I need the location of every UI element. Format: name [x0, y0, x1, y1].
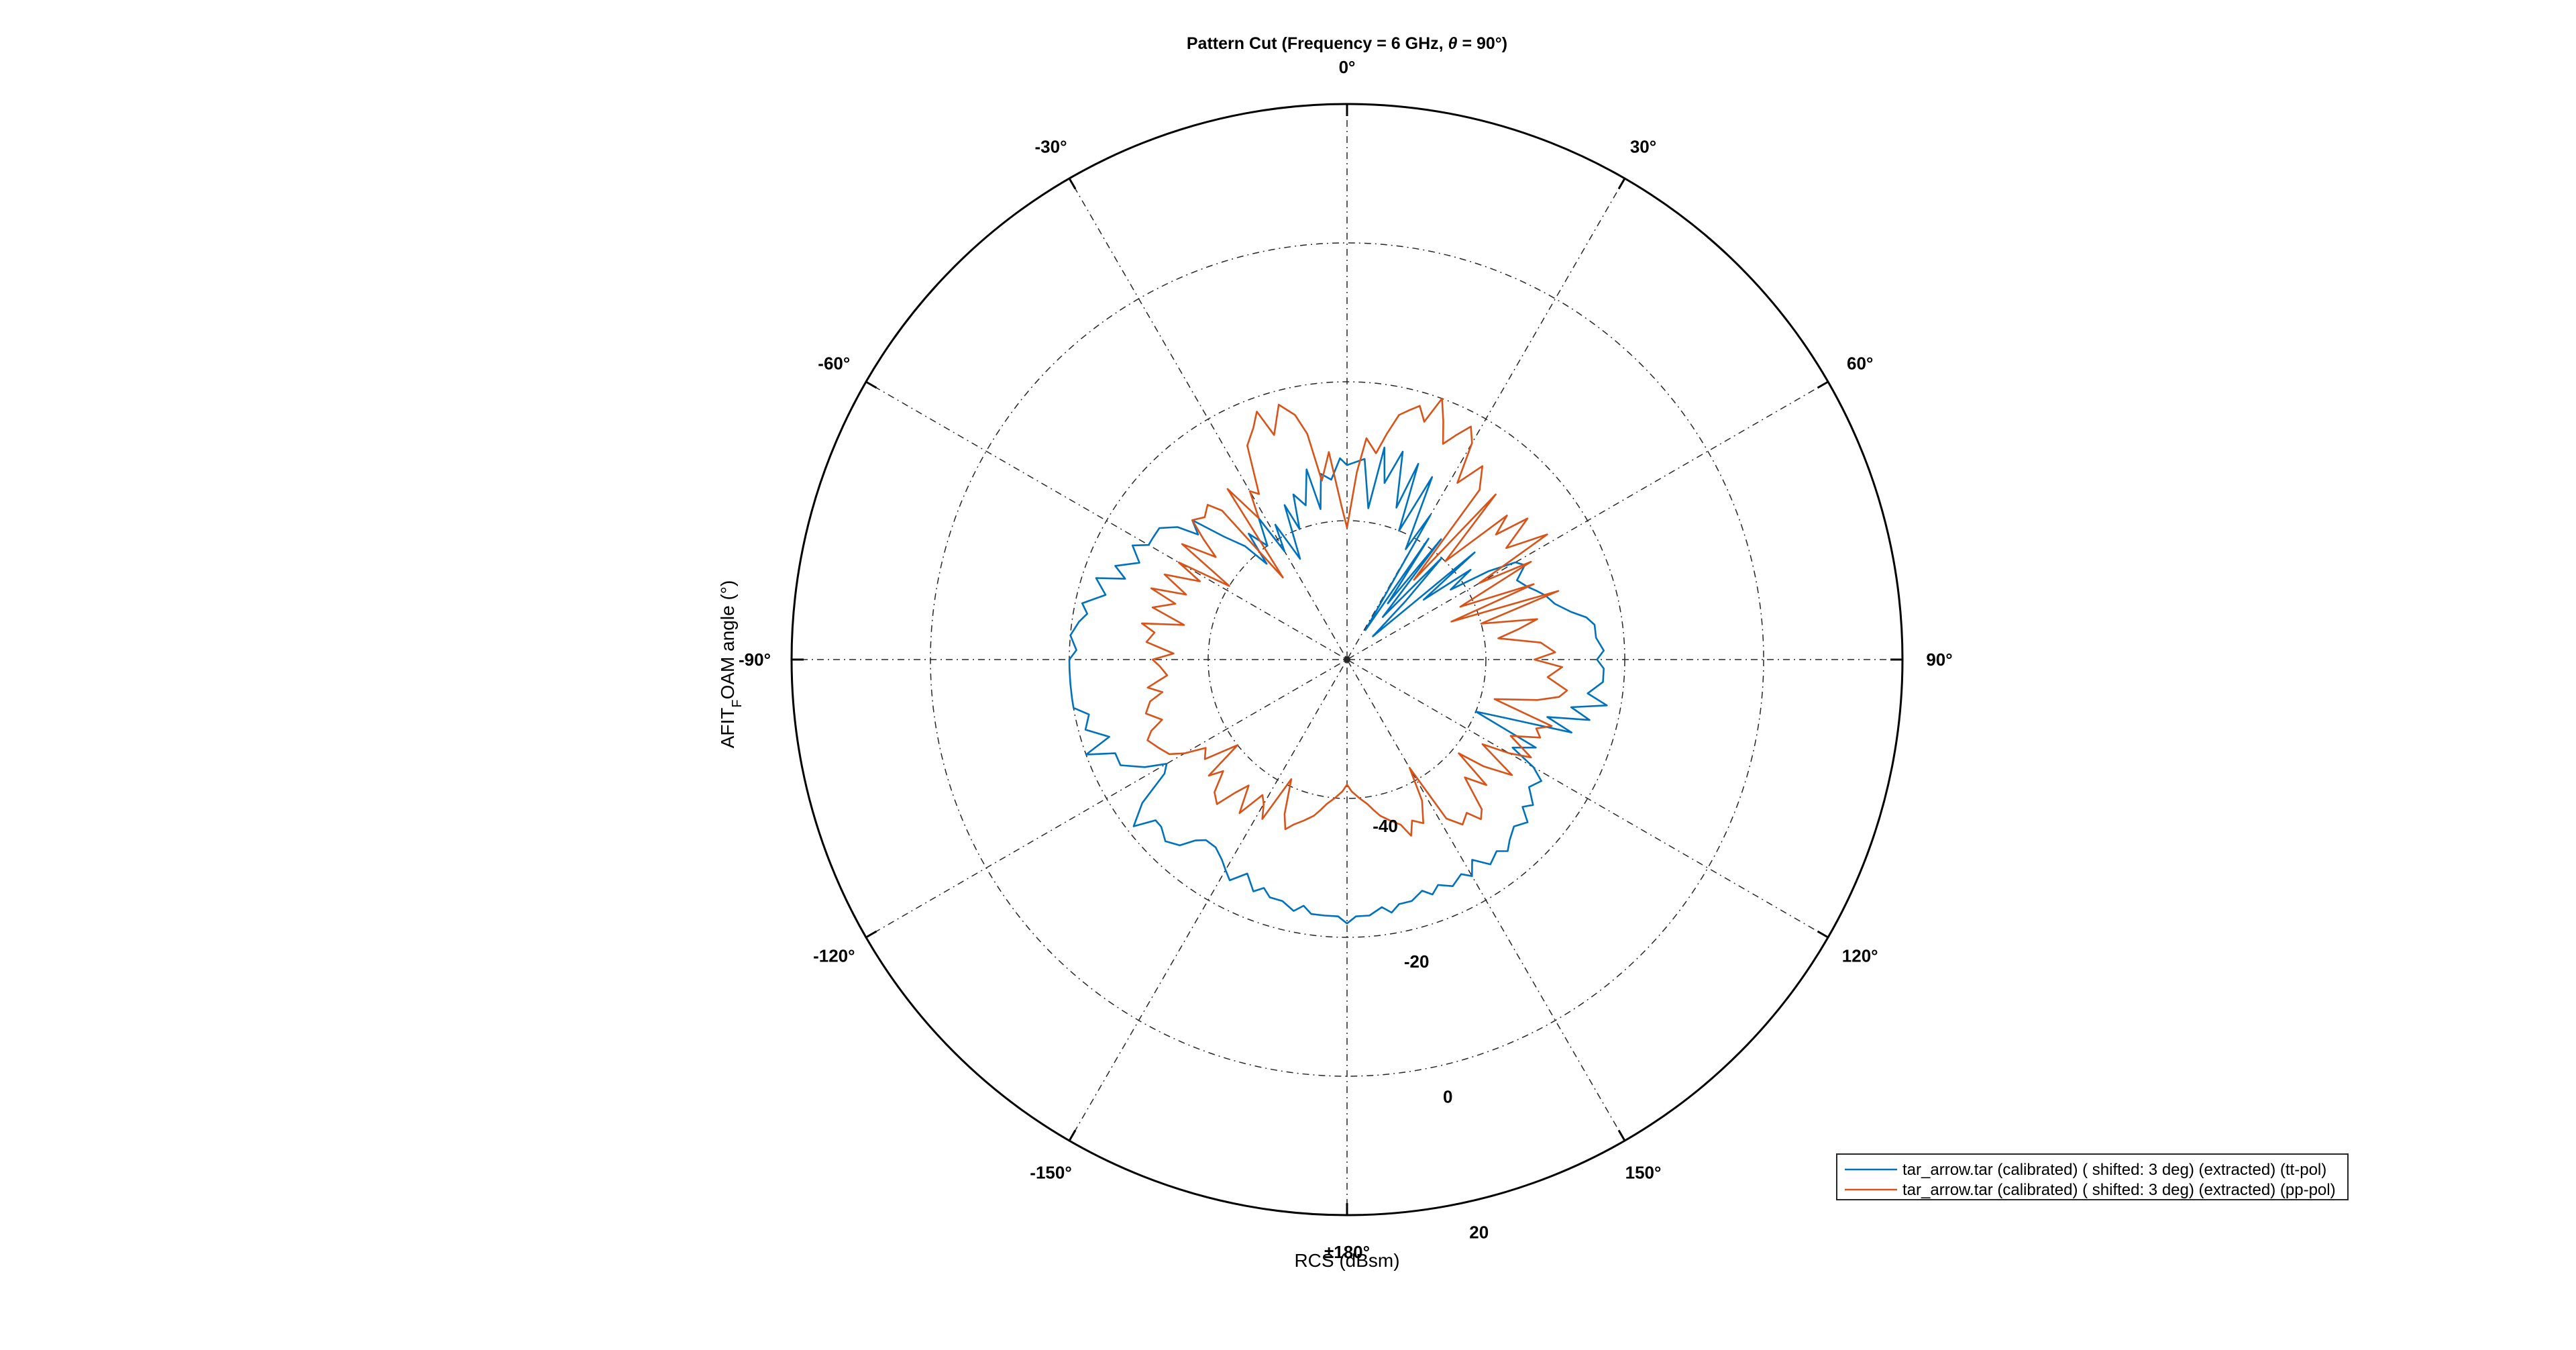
angle-tick-label: 90° — [1926, 650, 1952, 670]
angle-tick — [865, 930, 877, 939]
grid-circle — [1208, 520, 1487, 799]
angle-tick — [1617, 1129, 1626, 1141]
r-tick-label: 0 — [1443, 1087, 1452, 1107]
angle-tick-label: 120° — [1842, 946, 1878, 966]
r-tick-label: -20 — [1404, 951, 1430, 972]
legend-entry-pp-pol: tar_arrow.tar (calibrated) ( shifted: 3 … — [1902, 1181, 2336, 1199]
series-line-pp-pol — [1140, 397, 1568, 837]
polar-grid — [790, 103, 1904, 1216]
r-tick-label: -40 — [1373, 816, 1398, 836]
angle-tick — [1817, 380, 1829, 389]
angle-tick-label: 150° — [1625, 1163, 1662, 1183]
x-axis-label: RCS (dBsm) — [1294, 1250, 1399, 1271]
angle-tick-label: -120° — [813, 946, 855, 966]
angle-tick — [1068, 1129, 1077, 1141]
grid-circle — [930, 242, 1764, 1077]
angle-tick-label: 0° — [1339, 57, 1356, 77]
angle-tick-label: -60° — [818, 354, 850, 374]
center-marker — [1344, 656, 1350, 663]
angle-tick — [1817, 930, 1829, 939]
angle-tick — [1617, 178, 1626, 190]
angle-tick-label: 30° — [1630, 136, 1656, 156]
label-group: 0° 30° 60° 90° 120° 150° ±180° -150° -120° -90° -6… — [739, 57, 1953, 1262]
r-tick-label: 20 — [1469, 1222, 1489, 1242]
chart-title: Pattern Cut (Frequency = 6 GHz, θ = 90°) — [1187, 34, 1507, 53]
series-line-tt-pol — [1068, 446, 1608, 925]
legend-entry-tt-pol: tar_arrow.tar (calibrated) ( shifted: 3 … — [1902, 1161, 2326, 1179]
angle-tick-label: ±180° — [1324, 1242, 1370, 1262]
y-axis-label: AFITFOAM angle (°) — [717, 580, 745, 749]
series-group — [1068, 397, 1608, 925]
angle-tick-label: -90° — [739, 650, 771, 670]
legend[interactable]: tar_arrow.tar (calibrated) ( shifted: 3 … — [1836, 1153, 2349, 1200]
angle-tick-label: 60° — [1847, 354, 1873, 374]
angle-tick — [1068, 178, 1077, 190]
angle-tick-label: -30° — [1035, 136, 1067, 156]
angle-tick-label: -150° — [1030, 1163, 1071, 1183]
legend-box — [1836, 1153, 2349, 1200]
angle-tick — [865, 380, 877, 389]
